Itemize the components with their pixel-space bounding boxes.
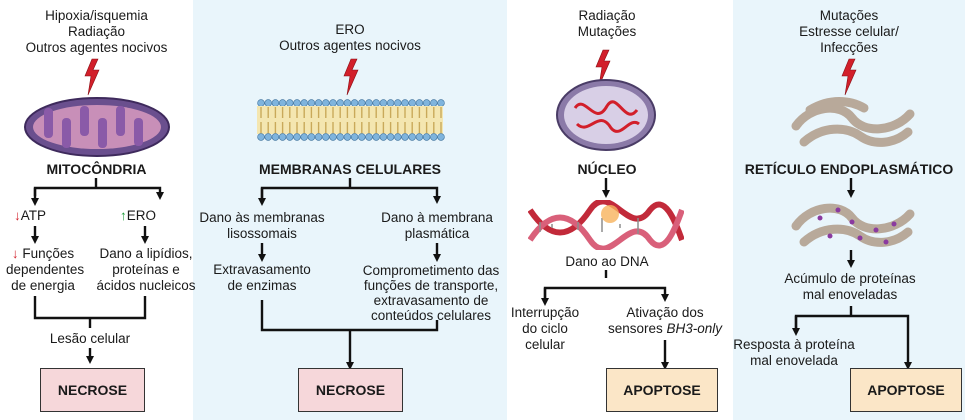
- bh3-activation-label: Ativação dos sensores BH3-only: [607, 305, 723, 336]
- damage-effect-label: Dano a lipídios, proteínas e ácidos nucl…: [96, 246, 196, 293]
- cause-label: Radiação: [578, 8, 636, 23]
- lysosome-damage-label: Dano às membranas lisossomais: [199, 210, 325, 241]
- cause-label: ERO: [335, 22, 365, 37]
- cause-label: Hipoxia/isquemia: [45, 8, 148, 23]
- outcome-apoptose-box: APOPTOSE: [850, 368, 962, 412]
- cause-label: Outros agentes nocivos: [25, 40, 168, 55]
- cause-label: Mutações: [819, 8, 879, 23]
- cell-cycle-arrest-label: Interrupção do ciclo celular: [510, 305, 580, 352]
- ero-label: ↑ERO: [120, 208, 157, 223]
- membrane-bilayer-image: [257, 99, 445, 141]
- cause-label: Infecções: [820, 40, 878, 55]
- plasma-damage-label: Dano à membrana plasmática: [381, 210, 493, 241]
- arrow-down-icon: ↓: [11, 246, 19, 261]
- cause-label: Radiação: [67, 24, 126, 39]
- arrow-down-icon: ↓: [14, 208, 21, 223]
- outcome-apoptose-box: APOPTOSE: [606, 368, 718, 412]
- outcome-necrose-box: NECROSE: [298, 368, 403, 412]
- organelle-title: MEMBRANAS CELULARES: [259, 161, 441, 177]
- transport-effect-label: Comprometimento das funções de transport…: [362, 263, 500, 323]
- dna-damage-label: Dano ao DNA: [565, 254, 649, 269]
- atp-label: ↓ATP: [14, 208, 47, 223]
- cause-label: Mutações: [577, 24, 637, 39]
- nucleus-image: [556, 79, 656, 151]
- cause-label: Estresse celular/: [799, 24, 899, 39]
- arrow-up-icon: ↑: [120, 208, 127, 223]
- dna-helix-image: [528, 200, 684, 250]
- injury-label: Lesão celular: [49, 331, 131, 346]
- misfolded-accumulation-label: Acúmulo de proteínas mal enoveladas: [784, 271, 916, 302]
- energy-effect-label: ↓ Funções dependentes de energia: [6, 246, 85, 293]
- outcome-necrose-box: NECROSE: [40, 368, 145, 412]
- cause-label: Outros agentes nocivos: [279, 38, 421, 53]
- organelle-title: NÚCLEO: [577, 161, 637, 177]
- organelle-title: RETÍCULO ENDOPLASMÁTICO: [744, 161, 954, 177]
- mitochondria-image: [24, 97, 170, 157]
- er-misfolded-image: [791, 203, 915, 247]
- organelle-title: MITOCÔNDRIA: [46, 161, 147, 177]
- er-image: [791, 97, 915, 147]
- upr-label: Resposta à proteína mal enovelada: [733, 337, 855, 368]
- enzyme-leak-label: Extravasamento de enzimas: [213, 262, 311, 293]
